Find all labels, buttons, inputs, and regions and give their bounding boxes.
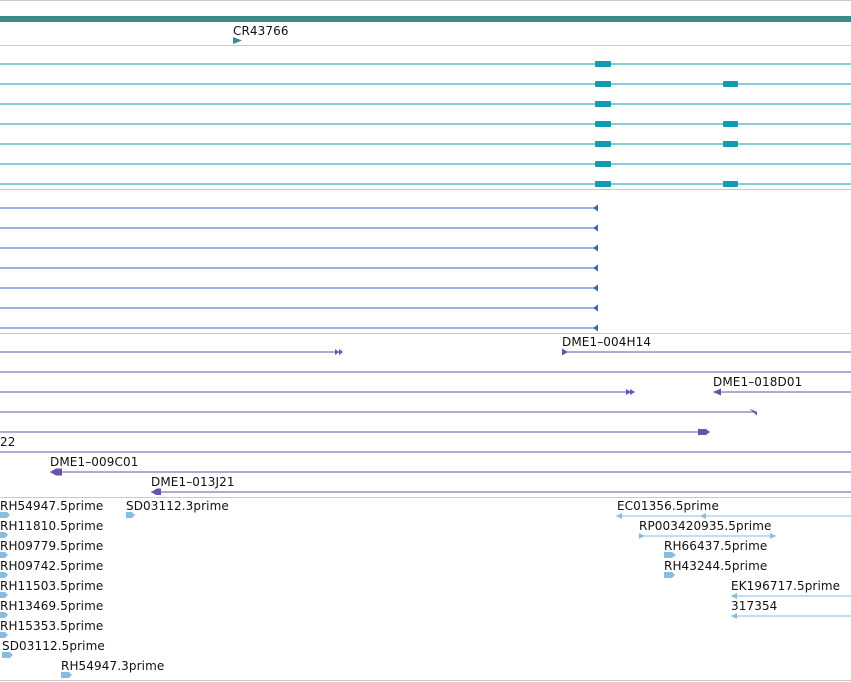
est-label: EC01356.5prime — [617, 499, 719, 513]
transcript-row[interactable] — [0, 101, 851, 107]
est-label: RH11503.5prime — [0, 579, 104, 593]
est-feature[interactable] — [0, 612, 8, 618]
est-feature[interactable] — [0, 632, 8, 638]
transcript-row[interactable] — [0, 181, 851, 187]
separator-transcripts — [0, 189, 851, 190]
est-feature[interactable] — [0, 532, 8, 538]
cdna-row[interactable] — [0, 324, 598, 332]
cdna-row[interactable] — [0, 204, 598, 212]
est-feature[interactable] — [639, 533, 776, 539]
transcript-row[interactable] — [0, 141, 851, 147]
est-feature[interactable] — [731, 613, 851, 619]
transcript-track — [0, 61, 851, 187]
est-track — [0, 512, 851, 678]
est-feature[interactable] — [126, 512, 135, 518]
separator-gene — [0, 45, 851, 46]
cdna-row[interactable] — [0, 224, 598, 232]
gene-feature-arrow[interactable] — [232, 36, 246, 46]
est-label: RH15353.5prime — [0, 619, 104, 633]
cdna-row[interactable] — [0, 264, 598, 272]
est-label: RH54947.3prime — [61, 659, 165, 673]
clone-feature[interactable] — [562, 348, 851, 356]
est-feature[interactable] — [0, 512, 10, 518]
est-label: RH66437.5prime — [664, 539, 768, 553]
transcript-row[interactable] — [0, 61, 851, 67]
est-feature[interactable] — [664, 552, 676, 558]
est-label: RH09779.5prime — [0, 539, 104, 553]
est-label: RH54947.5prime — [0, 499, 104, 513]
clone-feature[interactable] — [0, 408, 757, 416]
clone-track — [0, 348, 851, 496]
clone-feature[interactable] — [0, 349, 343, 355]
est-label: RP003420935.5prime — [639, 519, 772, 533]
est-label: RH09742.5prime — [0, 559, 104, 573]
transcript-row[interactable] — [0, 121, 851, 127]
clone-label: DME1–013J21 — [151, 475, 235, 489]
est-feature[interactable] — [616, 513, 851, 519]
clone-feature[interactable] — [50, 468, 851, 476]
est-label: SD03112.5prime — [2, 639, 105, 653]
est-label: RH13469.5prime — [0, 599, 104, 613]
transcript-row[interactable] — [0, 81, 851, 87]
cdna-row[interactable] — [0, 304, 598, 312]
separator-clones — [0, 497, 851, 498]
clone-feature[interactable] — [713, 388, 851, 396]
clone-feature[interactable] — [0, 429, 710, 435]
est-label: RH43244.5prime — [664, 559, 768, 573]
clone-label: DME1–009C01 — [50, 455, 139, 469]
transcript-row[interactable] — [0, 161, 851, 167]
est-feature[interactable] — [664, 572, 675, 578]
clone-label: DME1–004H14 — [562, 335, 652, 349]
separator-cdna — [0, 333, 851, 334]
est-label: RH11810.5prime — [0, 519, 104, 533]
est-feature[interactable] — [0, 552, 8, 558]
top-border — [0, 0, 851, 1]
clone-feature[interactable] — [151, 488, 851, 496]
clone-label: DME1–018D01 — [713, 375, 803, 389]
cdna-track — [0, 204, 598, 332]
est-feature[interactable] — [2, 652, 13, 658]
est-label: SD03112.3prime — [126, 499, 229, 513]
est-label: 317354 — [731, 599, 778, 613]
cdna-row[interactable] — [0, 244, 598, 252]
est-feature[interactable] — [0, 572, 8, 578]
est-feature[interactable] — [61, 672, 72, 678]
clone-feature[interactable] — [0, 389, 635, 395]
clone-label: 22 — [0, 435, 16, 449]
est-label: EK196717.5prime — [731, 579, 841, 593]
gene-locus-bar[interactable] — [0, 16, 851, 22]
gene-feature-label: CR43766 — [233, 24, 289, 38]
est-feature[interactable] — [0, 592, 8, 598]
est-feature[interactable] — [731, 593, 851, 599]
cdna-row[interactable] — [0, 284, 598, 292]
